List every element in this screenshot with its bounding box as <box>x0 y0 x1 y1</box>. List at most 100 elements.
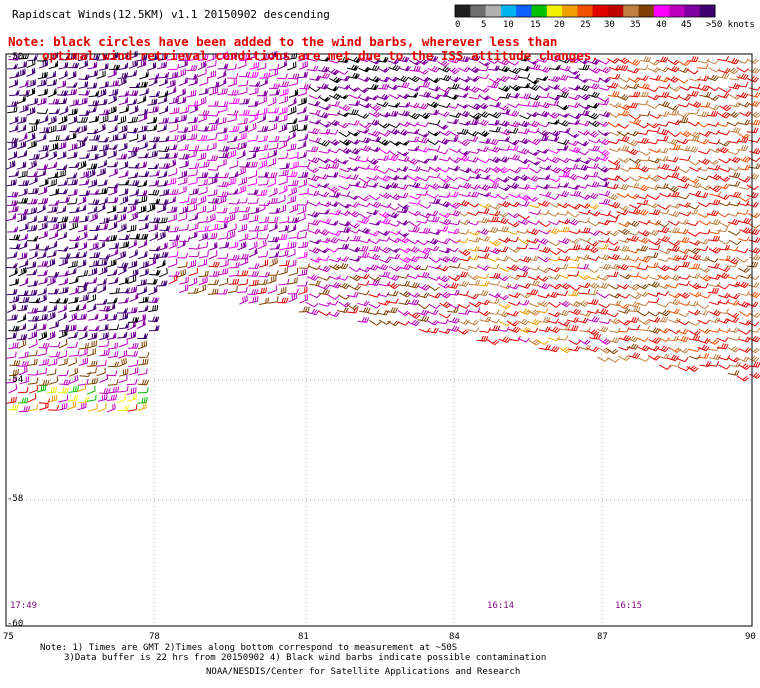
wind-barb <box>396 166 409 172</box>
wind-barb <box>617 94 630 101</box>
wind-barb <box>327 186 340 193</box>
wind-barb <box>567 69 580 76</box>
wind-barb <box>647 262 659 269</box>
wind-barb <box>357 156 369 163</box>
wind-barb <box>428 85 441 92</box>
legend-label-45: 45 <box>681 20 692 30</box>
wind-barb <box>288 73 300 80</box>
wind-barb <box>127 199 139 205</box>
wind-barb <box>107 259 117 268</box>
wind-barb <box>117 331 128 339</box>
wind-barb <box>697 166 710 172</box>
wind-barb <box>77 242 88 251</box>
wind-barb <box>127 260 138 269</box>
wind-barb <box>508 67 521 75</box>
wind-barb <box>577 109 590 117</box>
wind-barb <box>218 145 230 152</box>
wind-barb <box>608 292 621 299</box>
wind-barb <box>327 68 340 76</box>
wind-barb <box>359 213 372 219</box>
wind-barb <box>26 58 36 69</box>
wind-barb <box>117 262 129 269</box>
wind-barb <box>138 305 149 313</box>
wind-barb <box>568 229 581 235</box>
wind-barb <box>688 272 701 279</box>
wind-barb <box>56 188 68 195</box>
wind-barb <box>527 275 540 281</box>
wind-barb <box>248 279 259 287</box>
wind-barb <box>737 267 750 273</box>
wind-barb <box>76 325 88 332</box>
wind-barb <box>279 135 290 142</box>
wind-barb <box>207 110 220 117</box>
wind-barb <box>456 92 469 99</box>
wind-barb <box>637 165 650 173</box>
wind-barb <box>397 93 410 100</box>
wind-barb <box>589 333 602 340</box>
wind-barb <box>167 152 179 159</box>
wind-barb <box>377 139 390 146</box>
wind-barb <box>687 247 701 255</box>
wind-barb <box>528 138 541 146</box>
wind-barb <box>698 338 711 344</box>
wind-barb <box>499 93 511 99</box>
wind-barb <box>486 138 499 146</box>
wind-barb <box>507 103 520 109</box>
wind-barb <box>498 136 511 142</box>
wind-barb <box>307 56 320 62</box>
wind-barb <box>666 283 679 289</box>
wind-barb <box>568 263 580 269</box>
wind-barb <box>56 98 68 105</box>
wind-barb <box>226 213 236 223</box>
wind-barb <box>578 288 591 295</box>
wind-barb <box>96 298 108 305</box>
wind-barb <box>237 132 247 141</box>
legend-label-35: 35 <box>630 20 641 30</box>
wind-barb <box>268 115 280 122</box>
wind-barb <box>707 361 720 367</box>
wind-barb <box>47 161 58 170</box>
wind-barb <box>446 175 459 182</box>
wind-barb <box>17 213 27 223</box>
wind-barb <box>746 184 759 190</box>
wind-barb <box>489 272 501 279</box>
legend-swatch <box>485 5 502 17</box>
wind-barb <box>378 131 391 137</box>
wind-barb <box>466 130 479 137</box>
wind-barb <box>388 253 401 260</box>
wind-barb <box>566 164 579 170</box>
wind-barb <box>247 170 258 179</box>
wind-barb <box>637 274 650 280</box>
wind-barb <box>476 335 489 342</box>
wind-barb <box>118 322 130 330</box>
wind-barb <box>357 300 370 307</box>
wind-barb <box>197 60 207 71</box>
wind-barb <box>217 191 229 198</box>
wind-barb <box>369 104 382 112</box>
wind-barb <box>257 107 268 116</box>
wind-barb <box>47 304 57 313</box>
wind-barb <box>338 131 351 138</box>
wind-barb <box>656 174 670 180</box>
wind-barb <box>577 84 590 92</box>
wind-barb <box>107 214 118 222</box>
wind-barb <box>478 60 491 67</box>
wind-barb <box>377 76 390 83</box>
wind-barb <box>338 301 351 308</box>
wind-barb <box>477 217 490 224</box>
wind-barb <box>576 77 590 83</box>
wind-barb <box>448 202 461 209</box>
wind-barb <box>689 166 702 172</box>
wind-barb <box>496 217 509 225</box>
wind-barb <box>687 135 700 142</box>
wind-barb <box>488 96 501 102</box>
wind-barb <box>248 100 259 107</box>
wind-barb <box>497 156 510 163</box>
wind-barb <box>537 293 550 299</box>
wind-barb <box>308 228 321 235</box>
wind-barb <box>137 251 148 260</box>
wind-barb <box>547 112 560 119</box>
wind-barb <box>57 246 69 252</box>
wind-barb <box>306 167 319 174</box>
wind-barb <box>537 110 550 118</box>
